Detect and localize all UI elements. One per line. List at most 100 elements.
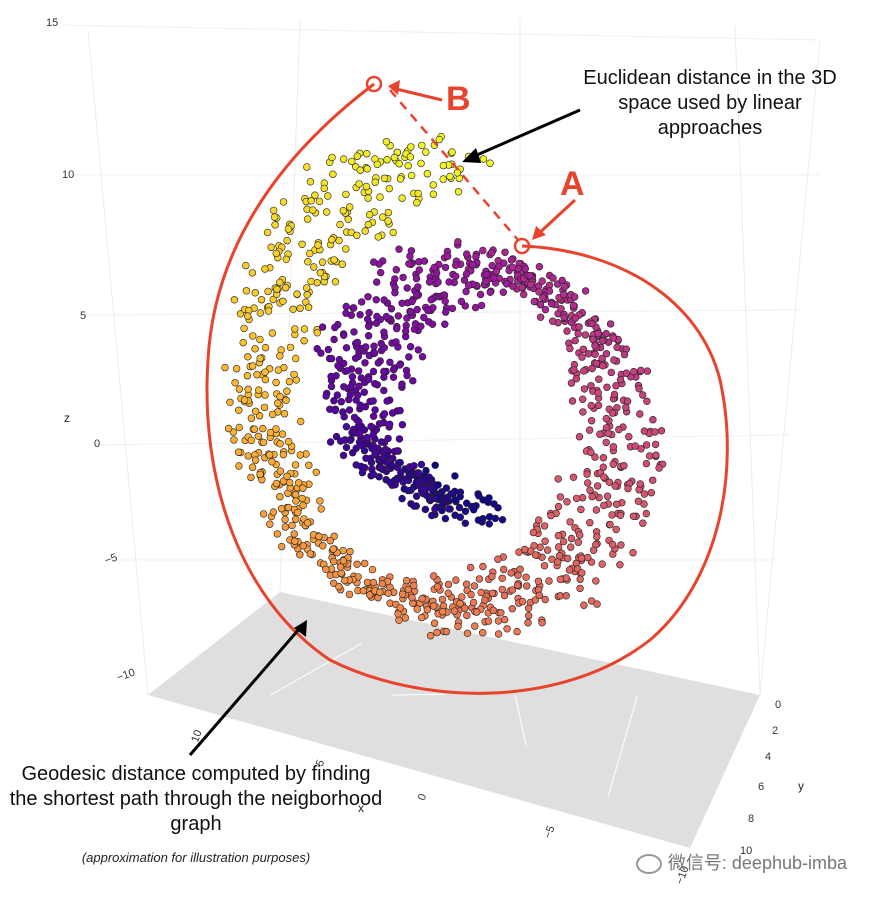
data-point (353, 231, 361, 240)
data-point (384, 217, 392, 225)
data-point (339, 207, 347, 215)
data-point (645, 452, 654, 460)
data-point (617, 541, 625, 549)
data-point (602, 414, 610, 423)
data-point (306, 249, 314, 258)
data-point (370, 349, 379, 357)
data-point (386, 478, 394, 487)
data-point (328, 236, 336, 244)
data-point (560, 282, 569, 291)
data-point (420, 313, 428, 322)
data-point (276, 392, 284, 401)
data-point (340, 383, 348, 391)
data-point (339, 546, 347, 555)
data-point (369, 412, 378, 420)
data-point (501, 248, 509, 257)
data-point (456, 492, 464, 501)
data-point (395, 245, 403, 253)
data-point (616, 375, 625, 384)
data-point (616, 561, 624, 569)
data-point (451, 496, 459, 504)
data-point (313, 345, 321, 353)
euclidean-distance-line (389, 89, 519, 241)
data-point (438, 595, 447, 604)
data-point (636, 410, 644, 418)
geo-note-arrow (188, 627, 302, 756)
data-point (279, 297, 287, 305)
arrow-a (534, 198, 577, 238)
data-point (346, 391, 354, 399)
data-point (466, 563, 475, 572)
data-point (571, 336, 579, 345)
data-point (430, 602, 438, 610)
arrow-b (391, 86, 443, 102)
data-point (348, 373, 357, 381)
data-point (500, 591, 509, 600)
data-point (547, 300, 556, 308)
data-point (637, 366, 645, 375)
data-point (598, 337, 607, 345)
data-point (407, 143, 415, 151)
data-point (576, 584, 584, 593)
data-point (417, 159, 425, 168)
data-point (456, 599, 464, 608)
data-point (451, 472, 459, 480)
data-point (451, 511, 459, 519)
data-point (402, 327, 410, 335)
x-tick-label: 0 (416, 792, 429, 802)
data-point (395, 435, 404, 443)
data-point (612, 525, 620, 534)
data-point (642, 459, 651, 468)
data-point (413, 305, 421, 314)
data-point (477, 588, 485, 597)
data-point (337, 398, 345, 406)
gridline (279, 19, 301, 591)
geo-note-arrow-head (294, 620, 307, 637)
data-point (353, 152, 361, 160)
data-point (317, 505, 325, 513)
data-point (396, 406, 404, 415)
data-point (439, 161, 448, 170)
data-point (352, 461, 360, 469)
data-point (543, 546, 552, 554)
data-point (277, 505, 286, 513)
data-point (389, 228, 397, 237)
data-point (251, 289, 259, 297)
data-point (386, 358, 394, 366)
data-point (392, 338, 400, 346)
data-point (341, 436, 349, 444)
data-point (488, 572, 496, 581)
data-point (251, 456, 260, 464)
data-point (428, 511, 436, 520)
data-point (300, 337, 308, 345)
data-point (357, 374, 365, 382)
data-point (479, 246, 487, 255)
x-tick-label: 5 (314, 758, 327, 768)
data-point (285, 377, 294, 386)
data-point (365, 211, 374, 219)
data-point (279, 198, 288, 206)
data-point (457, 297, 466, 306)
data-point (396, 175, 405, 183)
data-point (439, 175, 447, 183)
data-point (609, 460, 617, 468)
data-point (331, 323, 339, 332)
data-point (440, 291, 449, 299)
data-point (541, 595, 549, 604)
data-point (331, 278, 340, 286)
data-point (488, 262, 496, 270)
data-point (603, 383, 611, 391)
data-point (291, 461, 300, 469)
data-point (473, 608, 481, 616)
data-point (271, 221, 279, 229)
z-tick-label: −10 (115, 667, 137, 685)
data-point (398, 421, 407, 429)
data-point (631, 442, 639, 450)
data-point (390, 153, 399, 162)
data-point (608, 540, 617, 549)
data-point (369, 367, 378, 376)
data-point (392, 266, 400, 274)
data-point (377, 339, 385, 348)
data-point (640, 427, 648, 435)
watermark: 微信号: deephub-imba (635, 849, 847, 875)
